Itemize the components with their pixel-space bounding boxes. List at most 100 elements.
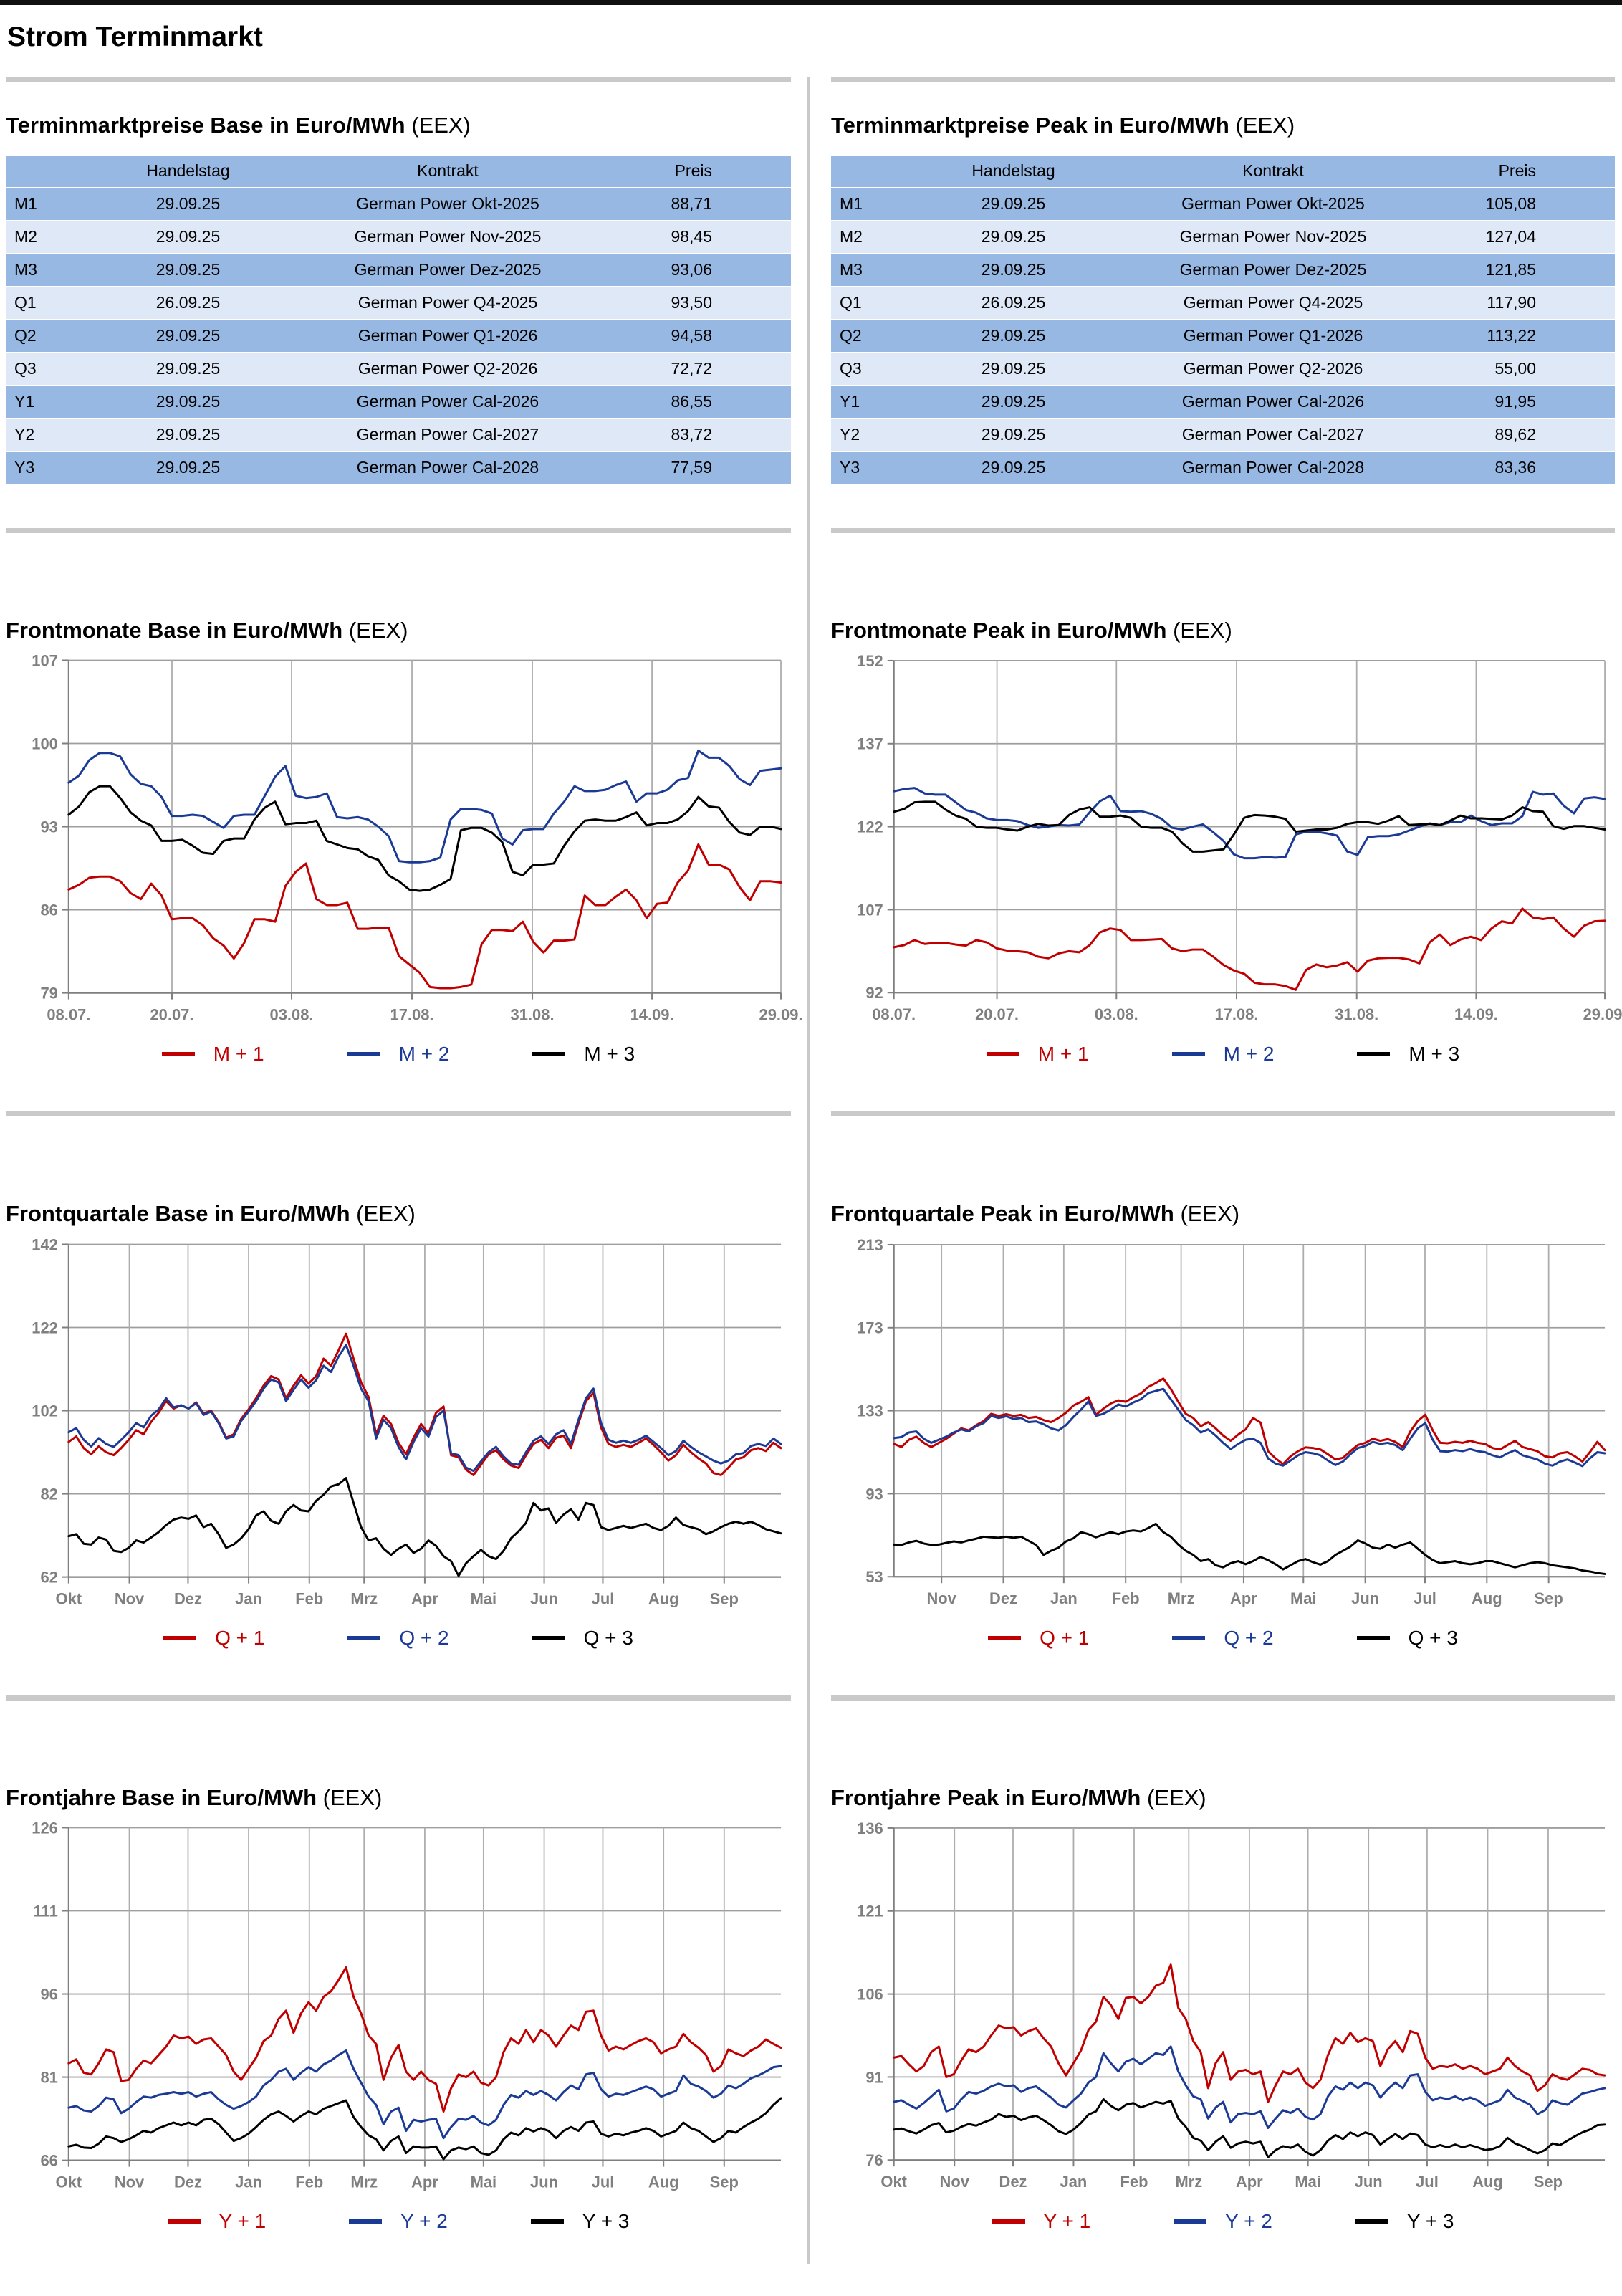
cell: 55,00 <box>1420 353 1615 385</box>
cell: 29.09.25 <box>75 386 301 418</box>
x-tick-label: Aug <box>1472 1589 1502 1607</box>
table-row: M3 29.09.25 German Power Dez-2025 121,85 <box>831 254 1615 286</box>
chart-canvas: 76 91 106 121 136 Okt Nov Dez Jan Feb Mrz Apr Mai Jun… <box>857 1819 1606 2191</box>
y-tick-label: 107 <box>857 901 883 919</box>
cell: 29.09.25 <box>901 188 1126 220</box>
table-row: M1 29.09.25 German Power Okt-2025 105,08 <box>831 188 1615 220</box>
table-row: Y2 29.09.25 German Power Cal-2027 83,72 <box>6 418 791 451</box>
series-line <box>67 1344 782 1472</box>
series-line <box>67 785 782 892</box>
cell: 26.09.25 <box>75 287 301 319</box>
column-base: Terminmarktpreise Base in Euro/MWh (EEX)… <box>0 77 807 2265</box>
x-tick-label: Dez <box>174 1589 202 1607</box>
legend-label: Q + 2 <box>399 1626 449 1649</box>
cell: M1 <box>6 188 75 220</box>
table-row: Q2 29.09.25 German Power Q1-2026 94,58 <box>6 320 791 352</box>
y-tick-label: 111 <box>34 1903 58 1920</box>
y-tick-label: 122 <box>857 818 883 836</box>
cell: Q3 <box>6 353 75 385</box>
cell: 29.09.25 <box>75 188 301 220</box>
cell: German Power Cal-2027 <box>1126 418 1420 451</box>
series-line <box>67 843 782 990</box>
cell: 98,45 <box>595 221 791 253</box>
table-row: Q3 29.09.25 German Power Q2-2026 72,72 <box>6 353 791 385</box>
legend-swatch-icon <box>1171 1052 1205 1057</box>
column-header: Handelstag <box>901 155 1126 187</box>
chart-legend: Q + 1 Q + 2 Q + 3 <box>831 1624 1615 1652</box>
x-tick-label: Jan <box>1060 2173 1088 2191</box>
chart-frontquartale-base: Frontquartale Base in Euro/MWh (EEX) 62 8… <box>6 1201 791 1652</box>
cell: 29.09.25 <box>901 320 1126 352</box>
y-tick-label: 66 <box>40 2152 57 2170</box>
cell: 29.09.25 <box>901 221 1126 253</box>
y-tick-label: 76 <box>865 2152 883 2170</box>
section-divider <box>6 527 791 533</box>
y-tick-label: 81 <box>40 2069 57 2087</box>
cell: 77,59 <box>595 451 791 484</box>
x-tick-label: 20.07. <box>150 1006 193 1024</box>
page-title: Strom Terminmarkt <box>7 21 263 52</box>
chart-title: Frontquartale Base in Euro/MWh (EEX) <box>6 1201 416 1227</box>
chart-legend: M + 1 M + 2 M + 3 <box>831 1040 1615 1068</box>
x-tick-label: Jan <box>235 2173 262 2191</box>
legend-swatch-icon <box>1357 1052 1391 1057</box>
y-tick-label: 93 <box>40 818 57 836</box>
cell: 29.09.25 <box>75 418 301 451</box>
cell: 117,90 <box>1420 287 1615 319</box>
x-tick-label: Mrz <box>1175 2173 1202 2191</box>
x-tick-label: Mrz <box>1168 1589 1195 1607</box>
cell: 91,95 <box>1420 386 1615 418</box>
cell: Y3 <box>831 451 901 484</box>
x-tick-label: Mrz <box>350 2173 378 2191</box>
cell: Y3 <box>6 451 75 484</box>
chart-frontquartale-peak: Frontquartale Peak in Euro/MWh (EEX) 53 9… <box>831 1201 1615 1652</box>
x-tick-label: 17.08. <box>390 1006 434 1024</box>
x-tick-label: Feb <box>295 2173 323 2191</box>
section-divider <box>6 77 791 82</box>
cell: Y1 <box>831 386 901 418</box>
y-tick-label: 136 <box>857 1819 883 1837</box>
legend-swatch-icon <box>161 1052 195 1057</box>
cell: German Power Nov-2025 <box>1126 221 1420 253</box>
y-tick-label: 92 <box>865 984 883 1002</box>
y-tick-label: 79 <box>40 985 57 1003</box>
x-tick-label: Feb <box>1120 2173 1148 2191</box>
x-tick-label: 31.08. <box>1335 1005 1378 1023</box>
x-tick-label: Feb <box>1112 1589 1140 1607</box>
top-rule <box>0 0 1622 5</box>
column-header <box>6 155 75 187</box>
y-tick-label: 137 <box>857 735 883 753</box>
cell: 29.09.25 <box>901 386 1126 418</box>
y-tick-label: 121 <box>857 1903 883 1920</box>
legend-item: Y + 3 <box>1355 2210 1454 2233</box>
x-tick-label: Dez <box>174 2173 202 2191</box>
cell: 29.09.25 <box>901 451 1126 484</box>
legend-swatch-icon <box>1356 1635 1390 1640</box>
x-tick-label: Aug <box>648 2173 679 2191</box>
legend-item: Q + 1 <box>988 1627 1089 1650</box>
y-tick-label: 86 <box>40 901 57 919</box>
legend-item: Y + 2 <box>1174 2210 1272 2233</box>
column-peak: Terminmarktpreise Peak in Euro/MWh (EEX)… <box>810 77 1622 2265</box>
cell: 29.09.25 <box>901 418 1126 451</box>
cell: German Power Q4-2025 <box>1126 287 1420 319</box>
legend-item: Q + 3 <box>1356 1627 1458 1650</box>
section-divider <box>831 77 1615 82</box>
chart-frontmonate-peak: Frontmonate Peak in Euro/MWh (EEX) 92 107… <box>831 618 1622 1069</box>
y-tick-label: 173 <box>857 1319 883 1337</box>
chart-frontjahre-base: Frontjahre Base in Euro/MWh (EEX) 66 81 96… <box>6 1785 791 2237</box>
cell: M2 <box>831 221 901 253</box>
x-tick-label: Nov <box>926 1589 956 1607</box>
legend-label: Y + 1 <box>1043 2210 1091 2233</box>
cell: 26.09.25 <box>901 287 1126 319</box>
cell: M1 <box>831 188 901 220</box>
legend-label: M + 3 <box>1409 1043 1460 1066</box>
cell: German Power Dez-2025 <box>301 254 595 286</box>
x-tick-label: 14.09. <box>1454 1005 1498 1023</box>
series-line <box>67 1476 782 1577</box>
cell: M3 <box>6 254 75 286</box>
table-peak: Handelstag Kontrakt Preis M1 29.09.25 German … <box>831 154 1615 485</box>
y-tick-label: 62 <box>40 1568 57 1586</box>
table-row: Y1 29.09.25 German Power Cal-2026 91,95 <box>831 386 1615 418</box>
legend-label: Y + 3 <box>1406 2210 1454 2233</box>
